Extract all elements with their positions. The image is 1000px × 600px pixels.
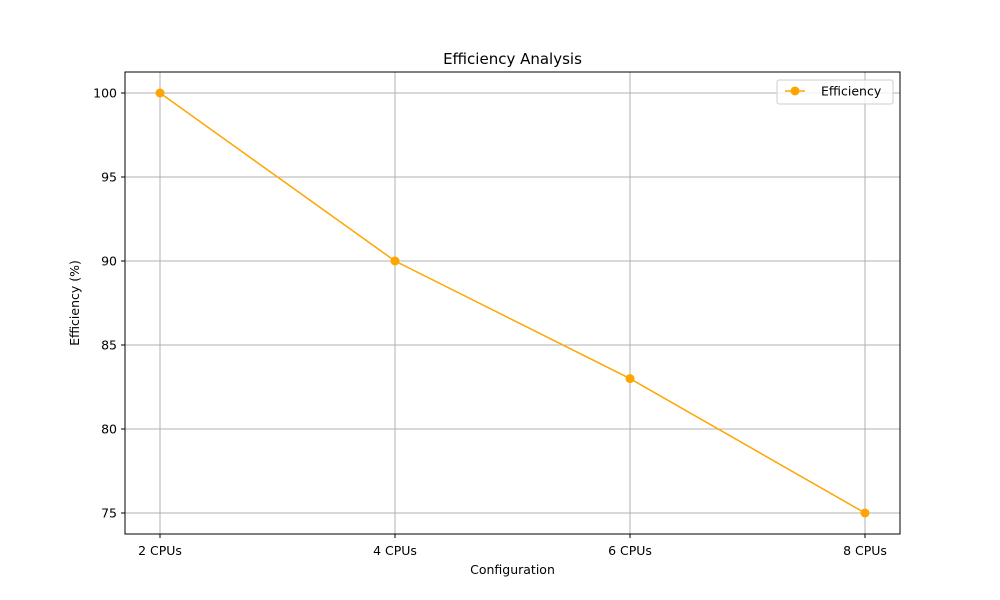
series-line	[159, 92, 866, 514]
ticks: 2 CPUs 4 CPUs 6 CPUs 8 CPUs 75 80 85 90 95 100	[93, 86, 887, 559]
x-tick-label: 4 CPUs	[373, 543, 417, 558]
x-axis-label: Configuration	[470, 562, 555, 577]
y-axis-label: Efficiency (%)	[67, 260, 82, 346]
x-tick-label: 6 CPUs	[608, 543, 652, 558]
legend-marker	[790, 86, 800, 96]
data-point	[860, 508, 870, 518]
data-point	[390, 256, 400, 266]
y-tick-label: 85	[101, 338, 117, 353]
y-tick-label: 90	[101, 254, 117, 269]
x-tick-label: 2 CPUs	[138, 543, 182, 558]
y-tick-label: 100	[93, 86, 117, 101]
grid	[125, 72, 900, 534]
chart-title: Efficiency Analysis	[443, 50, 582, 68]
axes-frame	[124, 71, 901, 535]
legend: Efficiency	[776, 79, 894, 105]
y-tick-label: 75	[101, 506, 117, 521]
y-tick-label: 95	[101, 170, 117, 185]
series-layer	[155, 88, 870, 518]
legend-box	[776, 79, 894, 105]
y-tick-label: 80	[101, 422, 117, 437]
legend-label: Efficiency	[821, 84, 882, 99]
x-tick-label: 8 CPUs	[843, 543, 887, 558]
data-point	[155, 88, 165, 98]
data-point	[625, 374, 635, 384]
